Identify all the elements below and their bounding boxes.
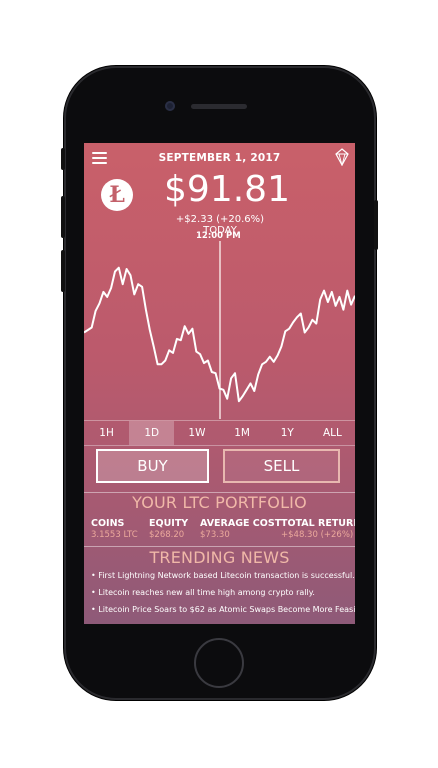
litecoin-icon: Ł (101, 179, 133, 211)
power-button (374, 200, 378, 250)
timeframe-1d[interactable]: 1D (129, 421, 175, 445)
sell-button[interactable]: SELL (223, 449, 340, 483)
gem-icon[interactable] (335, 148, 349, 166)
portfolio-title: YOUR LTC PORTFOLIO (132, 493, 307, 512)
stat-value: $73.30 (200, 530, 230, 540)
timeframe-1h[interactable]: 1H (99, 427, 114, 439)
timeframe-1w[interactable]: 1W (188, 427, 206, 439)
litecoin-symbol: Ł (109, 182, 125, 208)
stat-label: EQUITY (149, 518, 189, 529)
divider (84, 546, 355, 547)
divider (84, 492, 355, 493)
app-screen: SEPTEMBER 1, 2017 Ł $91.81 +$2.33 (+20.6… (84, 143, 355, 624)
price-change: +$2.33 (+20.6%) TODAY (175, 214, 265, 236)
volume-up-button (61, 196, 65, 238)
buy-button[interactable]: BUY (96, 449, 209, 483)
hamburger-menu-icon[interactable] (92, 152, 107, 164)
price-series-line (84, 266, 355, 403)
stat-total-return: TOTAL RETURN +$48.30 (+26%) (281, 518, 355, 540)
price-chart[interactable] (84, 241, 355, 419)
home-button[interactable] (194, 638, 244, 688)
stat-coins: COINS 3.1553 LTC (91, 518, 138, 540)
volume-down-button (61, 250, 65, 292)
stat-label: AVERAGE COST (200, 518, 282, 529)
timeframe-1m[interactable]: 1M (234, 427, 250, 439)
front-camera (165, 101, 175, 111)
stat-average-cost: AVERAGE COST $73.30 (200, 518, 281, 540)
stat-equity: EQUITY $268.20 (149, 518, 188, 540)
news-item[interactable]: • Litecoin Price Soars to $62 as Atomic … (91, 605, 355, 614)
top-bar: SEPTEMBER 1, 2017 (84, 143, 355, 173)
mute-switch (61, 148, 65, 170)
timeframe-1y[interactable]: 1Y (280, 427, 294, 439)
news-title: TRENDING NEWS (149, 548, 290, 567)
news-item[interactable]: • Litecoin reaches new all time high amo… (91, 588, 315, 597)
stat-value: +$48.30 (+26%) (281, 530, 354, 540)
timeframe-all[interactable]: ALL (323, 427, 342, 439)
chart-cursor-label: 12:00 PM (196, 231, 241, 241)
trade-buttons: BUY SELL (96, 449, 340, 485)
timeframe-selector: 1H 1D 1W 1M 1Y ALL (84, 420, 355, 446)
stat-value: $268.20 (149, 530, 185, 540)
stat-value: 3.1553 LTC (91, 530, 138, 540)
stat-label: COINS (91, 518, 125, 529)
date-label: SEPTEMBER 1, 2017 (158, 152, 281, 164)
news-item[interactable]: • First Lightning Network based Litecoin… (91, 571, 355, 580)
current-price: $91.81 (164, 169, 290, 210)
earpiece-speaker (191, 104, 247, 109)
stat-label: TOTAL RETURN (281, 518, 355, 529)
